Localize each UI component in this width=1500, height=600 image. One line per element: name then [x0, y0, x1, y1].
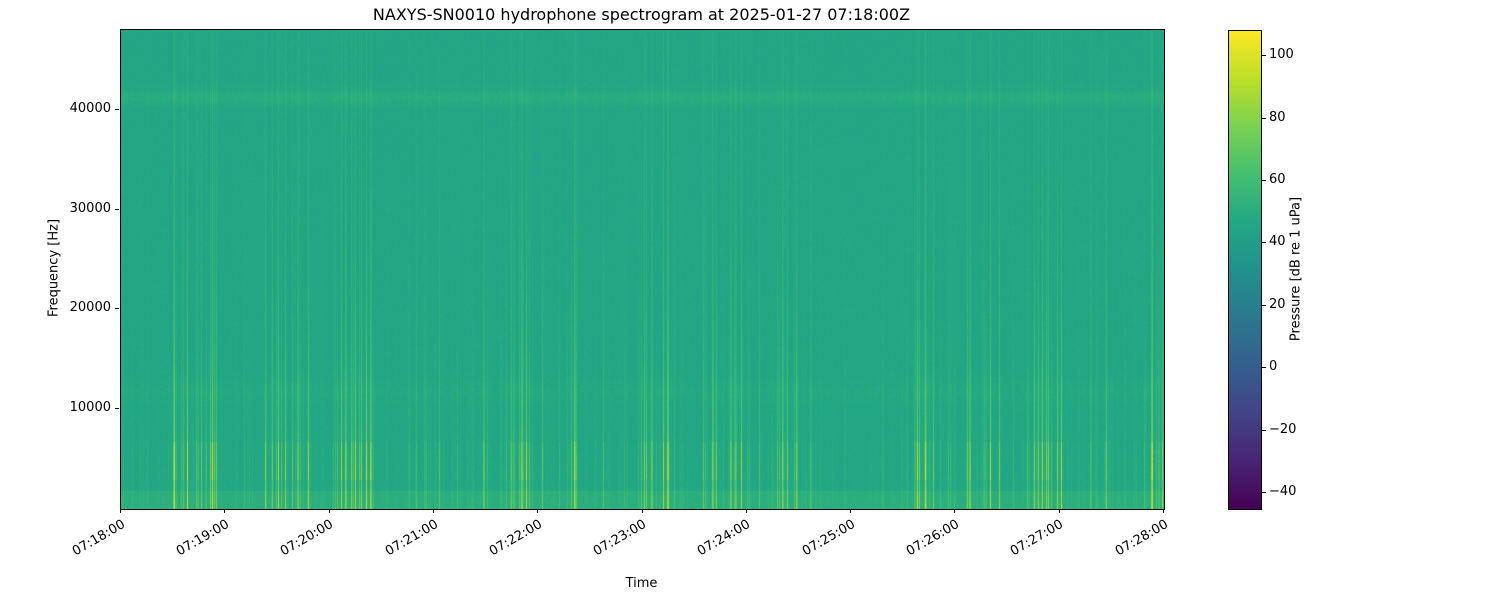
x-tick-mark: [641, 509, 643, 513]
colorbar-tick-mark: [1262, 492, 1266, 494]
y-axis-label: Frequency [Hz]: [46, 218, 62, 318]
plot-area: [120, 29, 1165, 510]
colorbar-tick-label: −40: [1269, 484, 1297, 500]
y-tick-mark: [115, 108, 119, 110]
x-tick-mark: [850, 509, 852, 513]
colorbar-label: Pressure [dB re 1 uPa]: [1288, 196, 1304, 342]
colorbar-tick-mark: [1262, 304, 1266, 306]
x-tick-mark: [432, 509, 434, 513]
y-tick-label: 40000: [69, 100, 111, 116]
x-tick-mark: [954, 509, 956, 513]
colorbar-tick-mark: [1262, 117, 1266, 119]
x-axis-label: Time: [625, 576, 658, 591]
colorbar-tick-mark: [1262, 180, 1266, 181]
y-tick-label: 10000: [69, 400, 111, 416]
colorbar-tick-label: 100: [1269, 47, 1294, 62]
x-tick-mark: [1163, 509, 1164, 513]
colorbar-tick-label: 60: [1269, 172, 1286, 187]
x-tick-mark: [224, 509, 226, 513]
spectrogram-heatmap: [121, 30, 1164, 509]
x-tick-mark: [120, 509, 121, 513]
y-tick-mark: [115, 408, 119, 410]
colorbar-tick-label: 40: [1269, 234, 1286, 250]
y-tick-mark: [115, 308, 119, 310]
x-tick-mark: [745, 509, 747, 513]
x-tick-mark: [328, 509, 330, 513]
y-tick-label: 20000: [69, 300, 111, 316]
x-tick-mark: [1058, 509, 1060, 513]
colorbar: [1228, 30, 1262, 510]
colorbar-tick-label: 20: [1269, 296, 1286, 312]
colorbar-tick-label: 0: [1269, 359, 1278, 375]
chart-title: NAXYS-SN0010 hydrophone spectrogram at 2…: [372, 5, 911, 24]
y-tick-label: 30000: [69, 200, 111, 216]
colorbar-tick-mark: [1262, 55, 1266, 56]
colorbar-tick-mark: [1262, 242, 1266, 244]
y-tick-mark: [115, 208, 119, 210]
x-tick-mark: [537, 509, 539, 513]
colorbar-tick-label: 80: [1269, 109, 1286, 125]
colorbar-tick-label: −20: [1269, 421, 1297, 437]
colorbar-tick-mark: [1262, 367, 1266, 369]
colorbar-tick-mark: [1262, 429, 1266, 431]
